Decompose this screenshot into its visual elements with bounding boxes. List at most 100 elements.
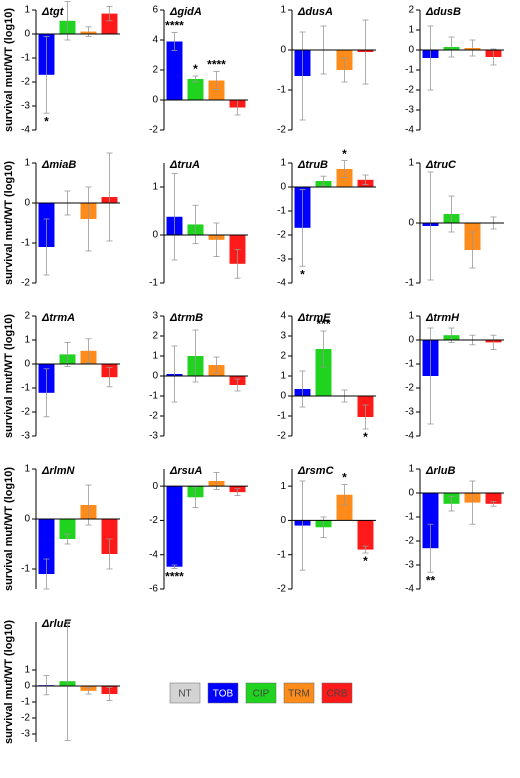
panel: -2 -1 0 1 ΔrsmC * *	[277, 465, 376, 595]
y-tick-label: 1	[24, 335, 30, 346]
y-axis-label: survival mut/WT (log10)	[3, 161, 15, 285]
y-tick-label: -1	[277, 549, 286, 560]
y-tick-label: -2	[21, 713, 30, 724]
panel-title: ΔrsmC	[297, 465, 335, 477]
y-tick-label: 2	[152, 65, 158, 76]
y-tick-label: 2	[24, 311, 30, 322]
bar	[38, 519, 55, 574]
y-axis-label: survival mut/WT (log10)	[3, 467, 15, 591]
panel-title: ΔgidA	[169, 6, 202, 18]
y-tick-label: -1	[149, 278, 158, 289]
legend-label: CIP	[253, 689, 270, 700]
y-tick-label: -1	[149, 391, 158, 402]
panel: -1 0 1 ΔtruC	[405, 158, 504, 289]
panel-title: ΔdusA	[297, 6, 333, 18]
bar	[101, 13, 118, 34]
panel: -4 -3 -2 -1 0 1 2 ΔdusB	[405, 5, 504, 136]
y-tick-label: -3	[21, 431, 30, 442]
panel: -4 -3 -2 -1 0 1 Δtgt survival mut/WT (log10) * *	[3, 0, 120, 136]
panel-title: ΔtrmE	[297, 312, 331, 324]
bar	[166, 41, 183, 100]
y-tick-label: 1	[24, 5, 30, 16]
panel-title: ΔtrmH	[425, 312, 460, 324]
significance: *	[44, 114, 49, 128]
y-tick-label: -2	[405, 85, 414, 96]
y-tick-label: 1	[280, 5, 286, 16]
panel: -3 -2 -1 0 1 2 ΔtrmA survival mut/WT (log10)	[3, 311, 120, 442]
y-tick-label: 1	[24, 464, 30, 475]
panel-title: ΔrluE	[41, 618, 71, 630]
y-tick-label: -1	[21, 564, 30, 575]
y-tick-label: -3	[405, 105, 414, 116]
legend-swatch	[321, 682, 353, 704]
y-tick-label: 2	[408, 5, 414, 16]
y-tick-label: -4	[277, 278, 286, 289]
legend-label: CRB	[326, 689, 347, 700]
y-tick-label: 3	[152, 311, 158, 322]
y-tick-label: -2	[21, 77, 30, 88]
panel: -1 0 1 ΔtruA	[149, 159, 248, 289]
panel-title: ΔtruB	[297, 159, 328, 171]
y-axis-label: survival mut/WT (log10)	[3, 620, 15, 744]
bar	[422, 493, 439, 549]
y-tick-label: -1	[277, 85, 286, 96]
y-tick-label: -1	[21, 53, 30, 64]
y-tick-label: 0	[24, 198, 30, 209]
y-tick-label: -4	[405, 584, 414, 595]
significance: ****	[165, 19, 184, 33]
panel-title: ΔtruC	[425, 159, 457, 171]
bar	[166, 486, 183, 567]
y-tick-label: -1	[277, 206, 286, 217]
y-tick-label: 0	[152, 481, 158, 492]
y-tick-label: 1	[408, 464, 414, 475]
y-tick-label: 1	[280, 481, 286, 492]
y-tick-label: -2	[277, 230, 286, 241]
panel-title: ΔrlmN	[41, 465, 76, 477]
y-tick-label: -2	[277, 584, 286, 595]
significance: ****	[165, 570, 184, 584]
y-tick-label: -4	[149, 549, 158, 560]
y-tick-label: -4	[21, 125, 30, 136]
y-tick-label: -1	[405, 278, 414, 289]
y-tick-label: -1	[405, 65, 414, 76]
y-tick-label: -1	[21, 383, 30, 394]
y-tick-label: -6	[149, 584, 158, 595]
y-tick-label: 1	[152, 351, 158, 362]
significance: *	[193, 62, 198, 76]
y-tick-label: -2	[21, 278, 30, 289]
panel: -3 -2 -1 0 1 2 3 ΔtrmB	[149, 311, 248, 442]
y-axis-label: survival mut/WT (log10)	[3, 8, 15, 132]
significance: *	[300, 267, 305, 281]
bar	[485, 493, 502, 504]
legend-swatch	[283, 682, 315, 704]
y-tick-label: -2	[149, 411, 158, 422]
bar	[315, 349, 332, 396]
significance: ****	[207, 58, 226, 72]
panel-title: ΔtrmA	[41, 312, 75, 324]
y-tick-label: -2	[277, 431, 286, 442]
y-tick-label: 0	[24, 514, 30, 525]
y-tick-label: -3	[405, 560, 414, 571]
legend-label: TOB	[213, 689, 234, 700]
panel-title: ΔdusB	[425, 6, 461, 18]
panel-title: ΔtruA	[169, 159, 200, 171]
y-tick-label: -1	[21, 238, 30, 249]
legend-label: NT	[178, 689, 191, 700]
y-tick-label: -3	[277, 254, 286, 265]
y-tick-label: 1	[408, 158, 414, 169]
legend-swatch	[245, 682, 277, 704]
y-axis-label: survival mut/WT (log10)	[3, 314, 15, 438]
y-tick-label: -2	[21, 407, 30, 418]
y-tick-label: -2	[149, 515, 158, 526]
panel: -2 -1 0 1 ΔmiaB survival mut/WT (log10)	[3, 152, 120, 289]
y-tick-label: 0	[408, 488, 414, 499]
y-tick-label: 0	[280, 182, 286, 193]
legend: NT TOB CIP TRM CRB	[169, 682, 353, 704]
bar	[336, 494, 353, 521]
y-tick-label: 0	[280, 391, 286, 402]
panel: -1 0 1 ΔrlmN survival mut/WT (log10)	[3, 464, 120, 591]
y-tick-label: 0	[280, 515, 286, 526]
significance: **	[426, 573, 436, 587]
y-tick-label: -3	[21, 729, 30, 740]
